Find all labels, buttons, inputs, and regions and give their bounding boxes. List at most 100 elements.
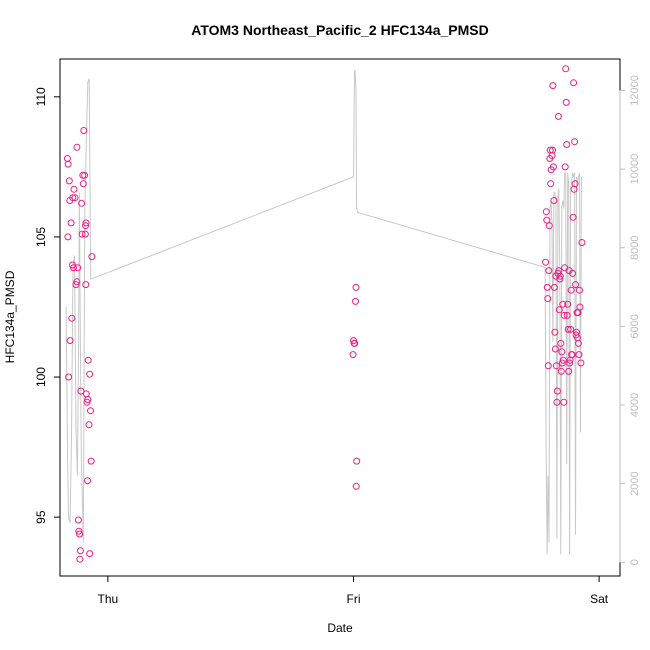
data-point — [557, 339, 565, 347]
data-point — [572, 281, 579, 289]
data-point — [575, 339, 582, 347]
data-point — [63, 155, 71, 162]
data-point — [563, 141, 571, 148]
data-point — [71, 194, 79, 202]
data-point — [80, 127, 88, 134]
data-point — [84, 396, 92, 403]
data-point — [352, 482, 360, 490]
data-point — [66, 337, 74, 345]
data-point — [577, 359, 585, 367]
data-point — [576, 286, 583, 294]
data-point — [87, 457, 95, 465]
y-tick-label: 110 — [34, 87, 48, 106]
data-point — [74, 516, 82, 524]
secondary-series-line — [65, 70, 582, 555]
data-point — [85, 421, 93, 429]
data-point — [353, 457, 361, 465]
data-point — [77, 387, 85, 395]
data-point — [549, 82, 557, 90]
data-point — [64, 233, 72, 241]
data-point — [70, 264, 77, 272]
data-point — [564, 325, 572, 333]
data-point — [542, 258, 550, 266]
data-point — [559, 356, 567, 364]
data-point — [68, 314, 76, 322]
data-point — [75, 527, 83, 535]
data-point — [551, 345, 559, 353]
data-point — [567, 286, 575, 294]
y-axis: 95 100 105 110 — [34, 87, 61, 524]
y-tick-label: 100 — [34, 367, 48, 387]
data-point — [64, 160, 72, 168]
data-point — [562, 65, 570, 73]
data-point — [556, 275, 564, 283]
data-point — [558, 348, 566, 356]
data-point — [551, 328, 559, 336]
data-point — [545, 267, 553, 275]
data-point — [351, 339, 359, 347]
data-point — [560, 398, 568, 406]
data-point — [76, 547, 84, 555]
data-point — [81, 230, 89, 238]
data-point — [563, 311, 571, 319]
chart-title: ATOM3 Northeast_Pacific_2 HFC134a_PMSD — [191, 22, 488, 38]
data-point — [569, 213, 577, 221]
data-point — [84, 477, 91, 485]
data-point — [352, 297, 359, 305]
data-point — [544, 362, 552, 370]
data-point — [73, 143, 81, 151]
data-point — [87, 407, 94, 415]
data-point — [544, 295, 552, 303]
data-point — [65, 177, 73, 185]
data-point — [576, 303, 584, 311]
data-point — [78, 230, 86, 238]
data-point — [578, 239, 586, 246]
data-point — [561, 163, 569, 171]
data-point — [566, 359, 574, 367]
data-point — [79, 180, 87, 188]
data-point — [74, 264, 82, 272]
data-point — [568, 351, 576, 359]
data-point — [82, 222, 89, 230]
y2-tick-label: 2000 — [629, 471, 641, 495]
data-point — [82, 219, 90, 227]
y2-tick-label: 10000 — [629, 154, 641, 185]
x-tick-label: Thu — [98, 592, 119, 606]
data-point — [83, 398, 91, 406]
y2-tick-label: 0 — [629, 559, 641, 565]
data-point — [570, 79, 578, 87]
plot-frame — [59, 58, 621, 577]
data-point — [84, 356, 92, 364]
data-point — [81, 171, 89, 179]
secondary-line-layer — [65, 70, 582, 555]
data-point — [569, 269, 577, 277]
x-axis-label: Date — [327, 621, 353, 635]
data-point — [549, 163, 557, 171]
data-point — [547, 180, 555, 188]
data-point — [86, 370, 94, 378]
y2-axis: 0 2000 4000 6000 8000 10000 12000 — [619, 75, 641, 565]
data-point — [553, 387, 561, 395]
data-point — [575, 351, 583, 359]
y-tick-label: 95 — [34, 510, 48, 524]
data-point — [557, 367, 565, 375]
points-layer — [63, 65, 586, 563]
data-point — [565, 367, 573, 375]
x-tick-label: Sat — [590, 592, 609, 606]
data-point — [73, 278, 81, 286]
data-point — [550, 197, 558, 204]
data-point — [553, 398, 561, 406]
data-point — [550, 283, 558, 291]
y2-tick-label: 12000 — [629, 75, 641, 106]
data-point — [554, 112, 562, 120]
x-axis: Thu Fri Sat — [98, 575, 609, 606]
data-point — [67, 219, 75, 227]
data-point — [543, 283, 551, 291]
y-tick-label: 105 — [34, 227, 48, 247]
data-point — [78, 199, 86, 207]
data-point — [88, 253, 96, 261]
data-point — [76, 555, 84, 563]
data-point — [65, 373, 73, 381]
y2-tick-label: 8000 — [629, 235, 641, 259]
